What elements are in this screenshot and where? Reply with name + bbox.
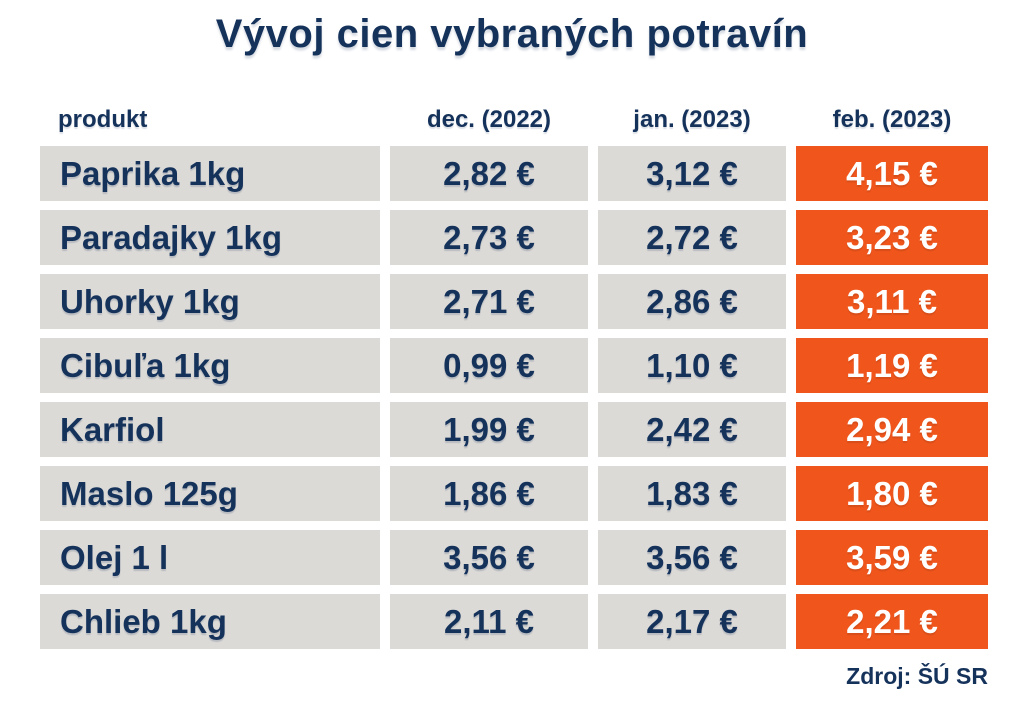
price-feb-cell: 3,11 € — [796, 274, 988, 329]
price-jan-cell: 2,17 € — [598, 594, 786, 649]
column-header-dec-2022: dec. (2022) — [426, 106, 552, 133]
price-dec-cell: 2,73 € — [390, 210, 588, 265]
product-name-cell: Olej 1 l — [40, 530, 380, 585]
price-dec-cell: 3,56 € — [390, 530, 588, 585]
price-dec-cell: 1,99 € — [390, 402, 588, 457]
price-feb-cell: 1,19 € — [796, 338, 988, 393]
page-title: Vývoj cien vybraných potravín — [215, 12, 809, 56]
price-feb-cell: 2,94 € — [796, 402, 988, 457]
product-name-cell: Uhorky 1kg — [40, 274, 380, 329]
price-table: produkt dec. (2022) jan. (2023) feb. (20… — [40, 103, 988, 649]
product-name-cell: Cibuľa 1kg — [40, 338, 380, 393]
product-name-cell: Karfiol — [40, 402, 380, 457]
price-dec-cell: 2,11 € — [390, 594, 588, 649]
price-jan-cell: 3,12 € — [598, 146, 786, 201]
price-feb-cell: 1,80 € — [796, 466, 988, 521]
price-jan-cell: 1,83 € — [598, 466, 786, 521]
source-credit: Zdroj: ŠÚ SR — [846, 663, 988, 689]
price-feb-cell: 3,23 € — [796, 210, 988, 265]
product-name-cell: Paprika 1kg — [40, 146, 380, 201]
column-header-product: produkt — [58, 106, 148, 133]
column-header-feb-2023: feb. (2023) — [832, 106, 952, 133]
price-dec-cell: 0,99 € — [390, 338, 588, 393]
product-name-cell: Chlieb 1kg — [40, 594, 380, 649]
price-jan-cell: 2,72 € — [598, 210, 786, 265]
price-feb-cell: 4,15 € — [796, 146, 988, 201]
price-jan-cell: 1,10 € — [598, 338, 786, 393]
price-dec-cell: 2,71 € — [390, 274, 588, 329]
price-jan-cell: 2,42 € — [598, 402, 786, 457]
price-dec-cell: 2,82 € — [390, 146, 588, 201]
product-name-cell: Maslo 125g — [40, 466, 380, 521]
price-feb-cell: 2,21 € — [796, 594, 988, 649]
price-feb-cell: 3,59 € — [796, 530, 988, 585]
price-dec-cell: 1,86 € — [390, 466, 588, 521]
price-jan-cell: 2,86 € — [598, 274, 786, 329]
product-name-cell: Paradajky 1kg — [40, 210, 380, 265]
price-jan-cell: 3,56 € — [598, 530, 786, 585]
column-header-jan-2023: jan. (2023) — [633, 106, 751, 133]
